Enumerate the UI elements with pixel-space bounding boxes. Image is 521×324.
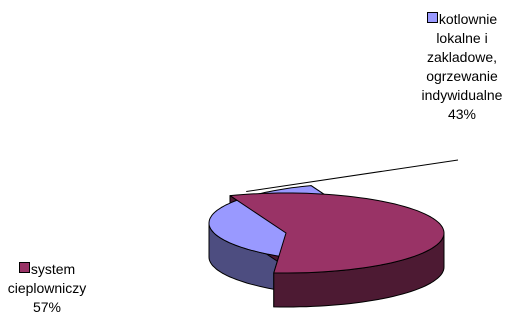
slice-label-line: lokalne i bbox=[436, 30, 488, 46]
slice-label-line: indywidualne bbox=[421, 87, 503, 103]
slice-label-line: system bbox=[30, 261, 76, 277]
slice-label-line: kotlownie bbox=[438, 11, 498, 27]
slice-label-line: zakladowe, bbox=[426, 49, 498, 65]
legend-swatch-system bbox=[18, 262, 30, 273]
slice-label-system: system cieplowniczy 57% bbox=[2, 260, 92, 317]
slice-label-line: ogrzewanie bbox=[426, 68, 498, 84]
slice-label-kotlownie: kotlownie lokalne i zakladowe, ogrzewani… bbox=[402, 10, 521, 124]
leader-line bbox=[246, 159, 459, 193]
slice-percent-label: 43% bbox=[447, 106, 477, 122]
slice-system bbox=[229, 192, 445, 274]
legend-swatch-kotlownie bbox=[426, 12, 438, 23]
slice-percent-label: 57% bbox=[32, 299, 62, 315]
slice-label-line: cieplowniczy bbox=[7, 280, 87, 296]
